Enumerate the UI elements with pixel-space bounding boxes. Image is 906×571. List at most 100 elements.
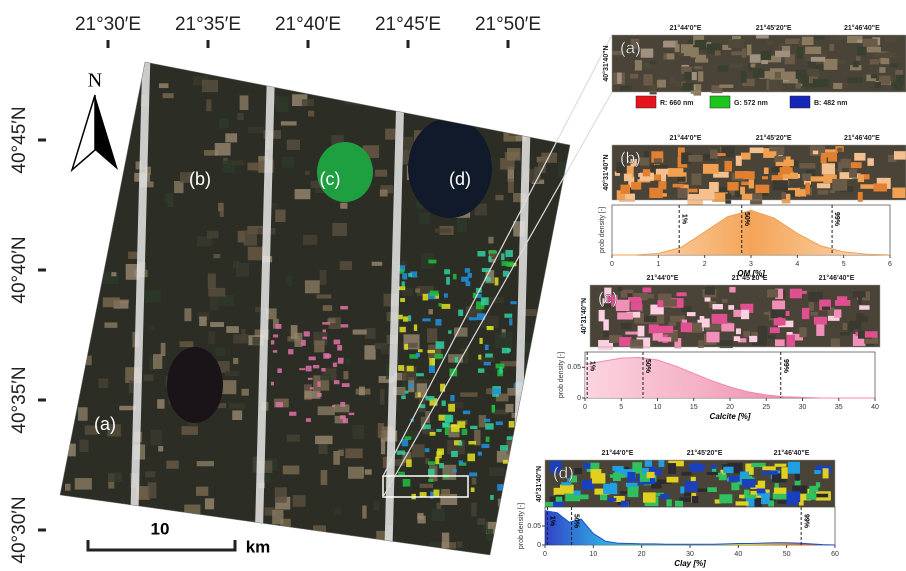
inset-patch — [741, 181, 753, 186]
terrain-patch — [149, 355, 157, 371]
soil-patch — [492, 388, 501, 395]
inset-patch — [749, 147, 764, 154]
terrain-patch — [488, 467, 505, 476]
terrain-patch — [243, 230, 257, 246]
inset-patch — [880, 58, 890, 65]
terrain-patch — [232, 410, 243, 421]
inset-patch — [817, 189, 829, 195]
soil-patch — [435, 341, 445, 349]
terrain-patch — [507, 166, 514, 182]
inset-patch — [688, 154, 703, 162]
inset-patch — [856, 56, 861, 61]
soil-patch — [322, 322, 331, 325]
inset-patch — [640, 468, 649, 476]
inset-patch — [652, 332, 668, 341]
terrain-patch — [509, 473, 525, 487]
terrain-patch — [521, 309, 537, 317]
soil-patch — [305, 365, 312, 372]
inset-patch — [573, 490, 581, 496]
inset-patch — [727, 186, 741, 196]
x-tick-label: 4 — [795, 261, 799, 268]
terrain-patch — [318, 539, 333, 555]
terrain-patch — [474, 203, 487, 216]
terrain-patch — [247, 246, 265, 261]
inset-latitude: 40°31'40"N — [535, 466, 543, 502]
soil-patch — [413, 324, 418, 332]
inset-patch — [719, 340, 733, 349]
inset-patch — [575, 494, 589, 500]
legend-label: B: 482 nm — [814, 100, 847, 107]
percentile-label: 99% — [833, 212, 840, 227]
terrain-patch — [229, 403, 246, 409]
inset-patch — [858, 315, 868, 322]
inset-patch — [798, 40, 804, 52]
soil-patch — [492, 393, 499, 397]
inset-patch — [649, 83, 657, 95]
terrain-patch — [385, 364, 392, 380]
terrain-patch — [75, 292, 86, 309]
terrain-patch — [98, 378, 109, 388]
terrain-patch — [432, 93, 440, 108]
inset-patch — [788, 333, 803, 341]
swath-gap — [253, 62, 276, 555]
inset-patch — [736, 328, 741, 335]
terrain-patch — [256, 62, 266, 71]
inset-patch — [760, 50, 772, 61]
terrain-patch — [131, 563, 145, 570]
soil-patch — [448, 403, 455, 412]
terrain-patch — [422, 429, 435, 435]
inset-label: (a) — [620, 38, 641, 57]
terrain-patch — [107, 424, 121, 437]
inset-patch — [740, 309, 750, 320]
inset-patch — [583, 462, 591, 469]
terrain-patch — [272, 318, 279, 329]
terrain-patch — [358, 386, 365, 396]
inset-patch — [705, 324, 718, 331]
inset-patch — [634, 60, 642, 71]
terrain-patch — [534, 166, 541, 182]
inset-patch — [677, 176, 686, 182]
soil-patch — [317, 381, 321, 387]
terrain-patch — [507, 105, 520, 114]
inset-patch — [769, 327, 780, 334]
inset-patch — [740, 303, 754, 313]
inset-patch — [852, 291, 866, 298]
inset-patch — [740, 152, 751, 160]
terrain-patch — [210, 322, 225, 327]
inset-patch — [801, 307, 810, 320]
inset-patch — [837, 161, 843, 172]
inset-patch — [803, 177, 811, 185]
inset-patch — [800, 488, 811, 501]
inset-patch — [709, 182, 719, 192]
soil-patch — [305, 418, 311, 422]
inset-patch — [649, 187, 663, 199]
soil-patch — [299, 368, 306, 371]
soil-patch — [322, 329, 326, 333]
terrain-patch — [207, 273, 216, 289]
inset-patch — [660, 493, 670, 499]
soil-patch — [317, 392, 322, 397]
inset-patch — [706, 43, 723, 54]
inset-patch — [862, 38, 878, 47]
terrain-patch — [319, 269, 327, 285]
terrain-patch — [286, 434, 300, 442]
terrain-patch — [441, 488, 451, 498]
inset-patch — [821, 152, 836, 158]
inset-patch — [792, 485, 808, 494]
terrain-patch — [419, 212, 430, 225]
terrain-patch — [529, 438, 536, 454]
soil-patch — [337, 345, 343, 351]
inset-patch — [658, 181, 667, 190]
inset-patch — [658, 460, 665, 467]
inset-patch — [677, 53, 684, 57]
terrain-patch — [290, 325, 298, 339]
inset-patch — [641, 315, 657, 323]
inset-longitude: 21°45'20"E — [687, 449, 723, 457]
terrain-patch — [447, 402, 464, 409]
inset-patch — [642, 287, 652, 293]
soil-patch — [491, 404, 496, 411]
inset-patch — [674, 44, 680, 53]
inset-longitude: 21°44'0"E — [670, 24, 702, 32]
inset-patch — [728, 475, 740, 482]
terrain-patch — [148, 325, 154, 330]
